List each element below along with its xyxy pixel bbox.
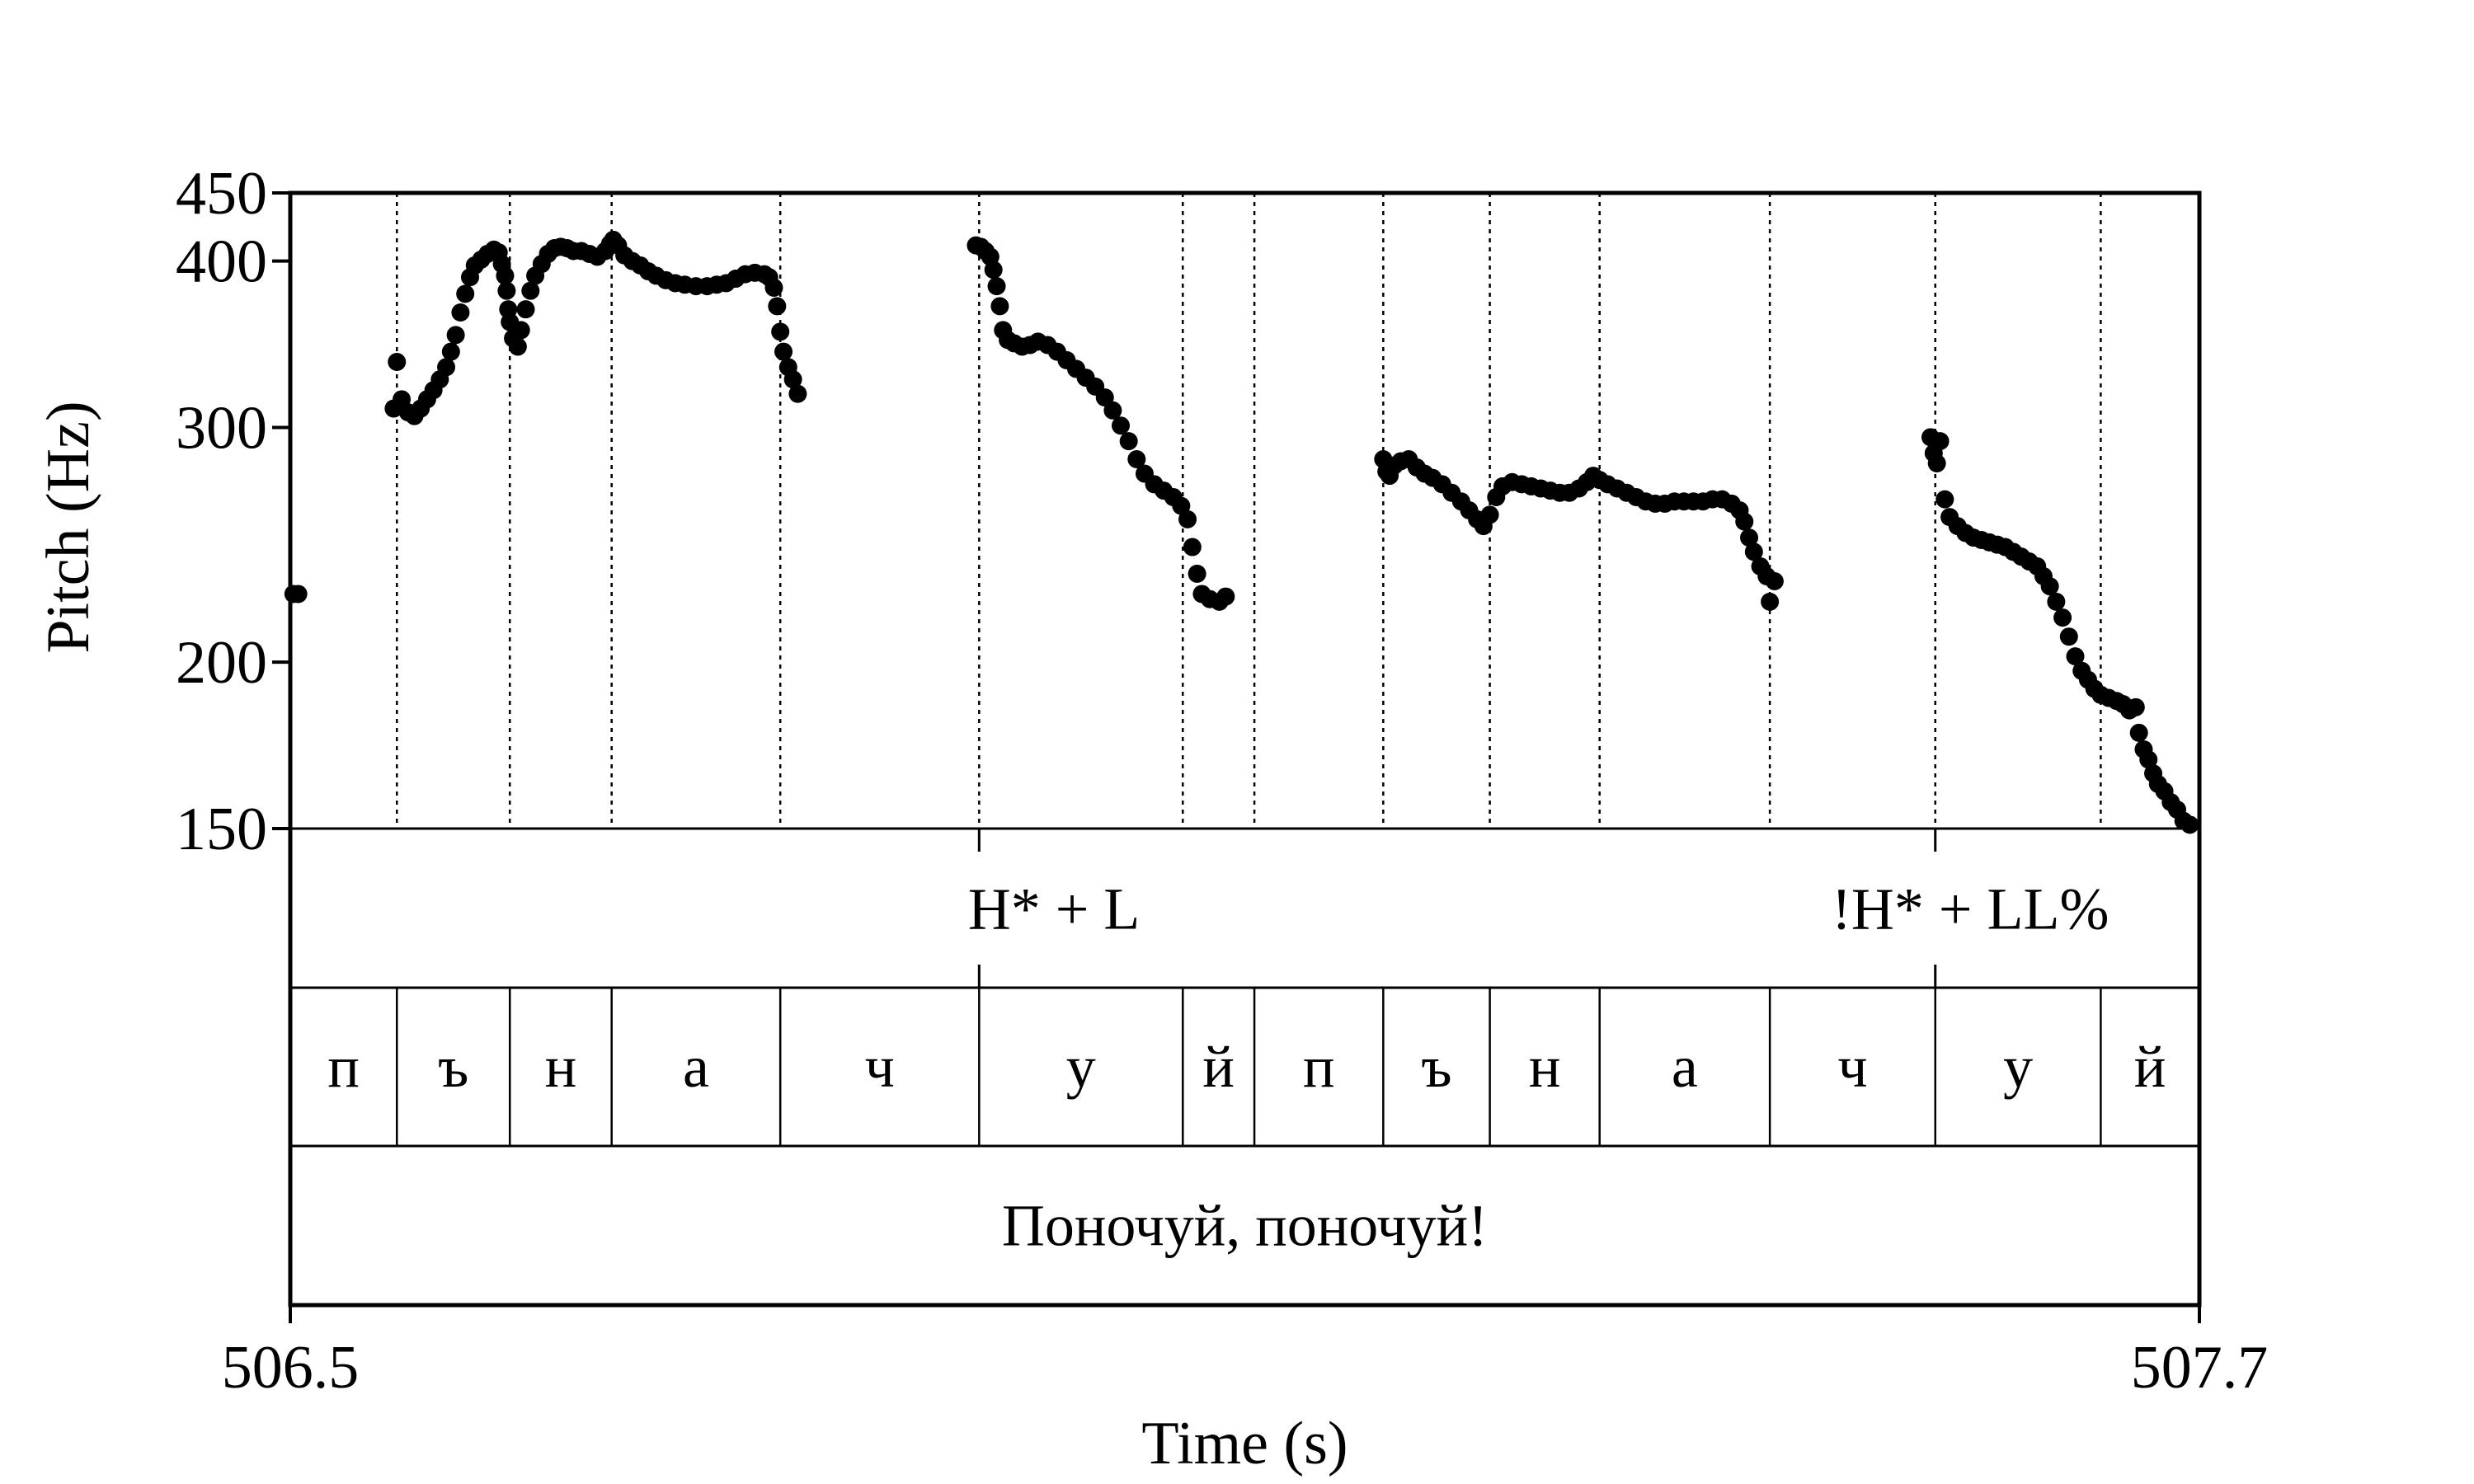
pitch-point — [2066, 647, 2085, 666]
pitch-point — [1927, 453, 1946, 472]
pitch-point — [496, 266, 515, 285]
pitch-point — [1761, 592, 1780, 611]
pitch-point — [984, 261, 1003, 279]
pitch-point — [2139, 750, 2158, 769]
pitch-point — [441, 342, 460, 361]
pitch-point — [771, 322, 790, 341]
pitch-point — [990, 297, 1009, 316]
segment-label: н — [1529, 1034, 1561, 1100]
x-tick-label: 507.7 — [2131, 1334, 2269, 1402]
segment-label: й — [2134, 1034, 2166, 1100]
pitch-point — [1740, 528, 1759, 547]
pitch-point — [2053, 608, 2072, 627]
tone-tier-labels: H* + L !H* + LL% — [968, 876, 2109, 942]
pitch-point — [1119, 432, 1138, 451]
segment-label: у — [1066, 1034, 1096, 1100]
pitch-point — [774, 342, 793, 361]
tone-label: !H* + LL% — [1832, 876, 2109, 942]
x-axis-ticks: 506.5 507.7 — [222, 1305, 2269, 1402]
pitch-point — [1931, 432, 1950, 451]
pitch-point — [788, 384, 807, 403]
pitch-point — [1095, 388, 1114, 407]
segment-label: п — [327, 1034, 360, 1100]
sentence-label: Поночуй, поночуй! — [1002, 1193, 1488, 1259]
pitch-point — [2126, 697, 2145, 716]
pitch-point — [1216, 587, 1235, 606]
segment-label: п — [1303, 1034, 1335, 1100]
x-tick-label: 506.5 — [222, 1334, 360, 1402]
segment-label: н — [545, 1034, 577, 1100]
pitch-point — [2040, 577, 2059, 596]
plot-frame — [288, 190, 2202, 1308]
pitch-point — [1744, 542, 1763, 561]
pitch-point — [456, 284, 475, 303]
pitch-point — [1765, 572, 1784, 591]
segment-label: ъ — [438, 1034, 468, 1100]
pitch-point — [1127, 450, 1146, 469]
y-axis-title: Pitch (Hz) — [35, 401, 102, 653]
y-tick-label: 200 — [176, 629, 267, 697]
pitch-point — [2047, 592, 2066, 611]
segment-label: ч — [1837, 1034, 1867, 1100]
pitch-point — [1735, 512, 1754, 531]
pitch-point — [1188, 564, 1206, 583]
pitch-point — [446, 326, 465, 345]
segment-label: ъ — [1421, 1034, 1451, 1100]
segment-label: а — [1672, 1034, 1698, 1100]
pitch-point — [1178, 510, 1197, 528]
pitch-point — [437, 358, 456, 377]
pitch-point — [2129, 723, 2148, 742]
pitch-point — [388, 353, 407, 372]
pitch-point — [508, 337, 527, 356]
segment-label: у — [2003, 1034, 2033, 1100]
pitch-point — [764, 278, 783, 297]
pitch-point — [289, 585, 308, 603]
x-axis-title: Time (s) — [1141, 1410, 1348, 1477]
pitch-point — [497, 281, 516, 300]
pitch-point — [2059, 627, 2078, 646]
boundary-lines — [396, 193, 2102, 1146]
pitch-point — [2180, 815, 2199, 834]
pitch-point — [1112, 416, 1131, 435]
pitch-point — [987, 277, 1006, 296]
pitch-points — [284, 230, 2199, 834]
pitch-point — [1480, 505, 1499, 524]
pitch-point — [1103, 401, 1122, 420]
y-tick-label: 300 — [176, 395, 267, 463]
pitch-point — [768, 297, 787, 316]
pitch-point — [516, 300, 535, 319]
tone-label: H* + L — [968, 876, 1141, 942]
y-tick-label: 150 — [176, 796, 267, 863]
pitch-point — [783, 370, 802, 389]
pitch-point — [1183, 538, 1202, 556]
segment-label: ч — [865, 1034, 895, 1100]
pitch-point — [451, 303, 470, 322]
y-tick-label: 400 — [176, 228, 267, 296]
pitch-point — [511, 321, 530, 340]
y-tick-label: 450 — [176, 160, 267, 228]
pitch-point — [1935, 490, 1954, 509]
segment-label: а — [683, 1034, 709, 1100]
pitch-point — [521, 281, 540, 300]
segment-label: й — [1202, 1034, 1235, 1100]
